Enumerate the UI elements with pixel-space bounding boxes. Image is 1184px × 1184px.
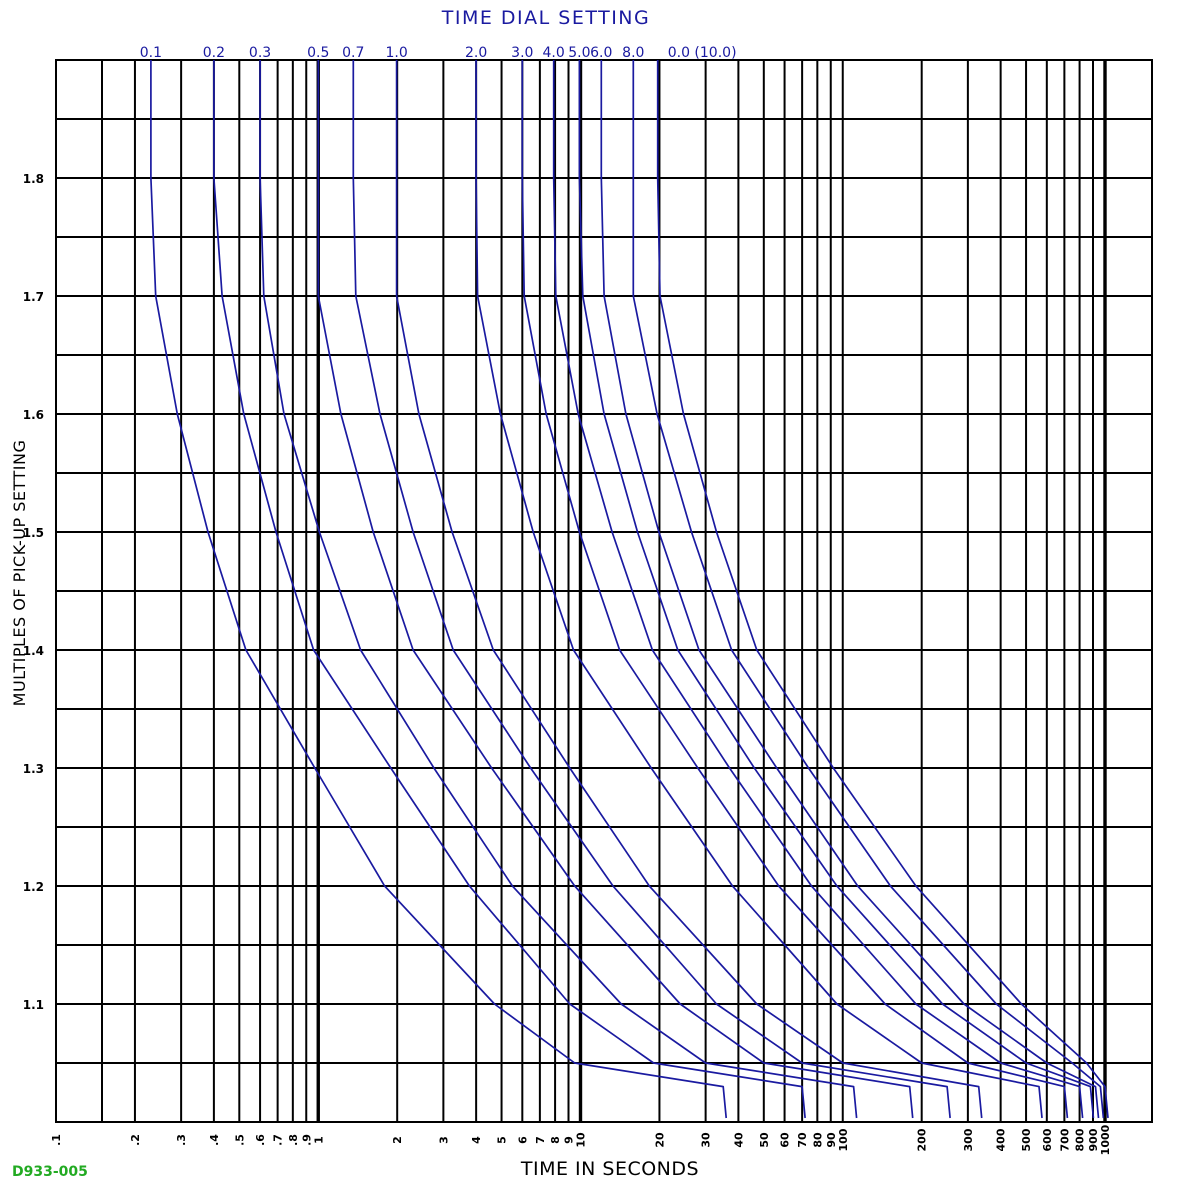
- x-tick-label: 80: [811, 1132, 824, 1148]
- x-tick-labels: .1.2.3.4.5.6.7.8.91 2 3 4 5 6 7 8 910 20 30 40 50 60 7…: [50, 1124, 1112, 1155]
- curve-dial-2-0: [475, 60, 1043, 1119]
- x-tick-label: 2: [391, 1136, 404, 1144]
- series-label: 0.2: [203, 45, 225, 61]
- x-tick-label: 60: [779, 1132, 792, 1148]
- curve-dial-0-1: [150, 60, 728, 1119]
- x-tick-label: 10: [575, 1132, 588, 1148]
- curve-dial-4-0: [552, 60, 1084, 1119]
- series-label: 3.0: [511, 45, 533, 61]
- x-tick-label: 4: [470, 1136, 483, 1144]
- x-tick-label: 100: [837, 1128, 850, 1151]
- x-tick-label: 300: [962, 1128, 975, 1151]
- drawing-id: D933-005: [12, 1164, 88, 1180]
- series-label: 5.0: [568, 45, 590, 61]
- x-axis-label: TIME IN SECONDS: [520, 1158, 699, 1180]
- series-label: 6.0: [590, 45, 612, 61]
- x-tick-label: 3: [437, 1136, 450, 1144]
- x-tick-label: .1: [50, 1134, 63, 1146]
- curves: [150, 60, 1109, 1119]
- plot-frame: [55, 59, 1153, 1123]
- plot-area: [55, 59, 1153, 1123]
- curve-dial-8-0: [632, 60, 1105, 1119]
- x-tick-label: 1000: [1099, 1124, 1112, 1155]
- x-tick-label: 50: [758, 1132, 771, 1148]
- curve-dial-5-0: [578, 60, 1095, 1119]
- y-tick-label: 1.2: [23, 880, 44, 894]
- x-tick-label: .6: [254, 1134, 267, 1146]
- x-tick-label: .7: [272, 1134, 285, 1146]
- y-tick-label: 1.8: [23, 172, 44, 186]
- x-tick-label: 20: [653, 1132, 666, 1148]
- y-tick-label: 1.7: [23, 290, 44, 304]
- x-tick-label: 800: [1074, 1128, 1087, 1151]
- x-tick-label: .4: [208, 1134, 221, 1146]
- y-tick-label: 1.3: [23, 762, 44, 776]
- series-label: 0.0 (10.0): [668, 45, 737, 61]
- x-tick-label: .9: [300, 1134, 313, 1146]
- x-tick-label: 700: [1058, 1128, 1071, 1151]
- y-tick-labels: 1.1 1.2 1.3 1.4 1.5 1.6 1.7 1.8: [23, 172, 44, 1012]
- x-tick-label: 6: [516, 1136, 529, 1144]
- x-tick-label: 90: [825, 1132, 838, 1148]
- series-label: 8.0: [622, 45, 644, 61]
- curve-dial-0-010-0: [656, 60, 1109, 1119]
- series-label: 0.7: [342, 45, 364, 61]
- y-axis-label: MULTIPLES OF PICK-UP SETTING: [10, 440, 29, 707]
- curve-dial-6-0: [600, 60, 1100, 1119]
- x-tick-label: 1: [312, 1136, 325, 1144]
- series-label: 2.0: [465, 45, 487, 61]
- x-tick-label: 600: [1041, 1128, 1054, 1151]
- curve-dial-0-2: [213, 60, 806, 1119]
- series-labels: 0.1 0.2 0.3 0.5 0.7 1.0 2.0 3.0 4.0 5.0 6.0 8.0 0.0 …: [140, 45, 737, 61]
- x-tick-label: .5: [233, 1134, 246, 1146]
- series-label: 1.0: [385, 45, 407, 61]
- series-label: 4.0: [543, 45, 565, 61]
- x-tick-label: 9: [563, 1136, 576, 1144]
- x-tick-label: 40: [732, 1132, 745, 1148]
- y-tick-label: 1.5: [23, 526, 44, 540]
- y-tick-label: 1.1: [23, 998, 44, 1012]
- curve-dial-1-0: [395, 60, 983, 1119]
- curve-dial-0-5: [317, 60, 914, 1119]
- x-tick-label: 8: [549, 1136, 562, 1144]
- x-tick-label: 900: [1087, 1128, 1100, 1151]
- x-tick-label: 70: [796, 1132, 809, 1148]
- x-tick-label: 200: [916, 1128, 929, 1151]
- x-tick-label: 7: [534, 1136, 547, 1144]
- x-tick-label: 500: [1020, 1128, 1033, 1151]
- curve-dial-3-0: [521, 60, 1069, 1119]
- series-label: 0.5: [307, 45, 329, 61]
- x-tick-label: 5: [496, 1136, 509, 1144]
- y-tick-label: 1.6: [23, 408, 44, 422]
- series-label: 0.1: [140, 45, 162, 61]
- curve-dial-0-7: [352, 60, 951, 1119]
- x-tick-label: .3: [175, 1134, 188, 1146]
- x-tick-label: .8: [287, 1134, 300, 1146]
- x-tick-label: .2: [129, 1134, 142, 1146]
- chart-title: TIME DIAL SETTING: [441, 7, 651, 29]
- curve-dial-0-3: [259, 60, 858, 1119]
- x-tick-label: 400: [995, 1128, 1008, 1151]
- y-tick-label: 1.4: [23, 644, 44, 658]
- series-label: 0.3: [249, 45, 271, 61]
- x-tick-label: 30: [700, 1132, 713, 1148]
